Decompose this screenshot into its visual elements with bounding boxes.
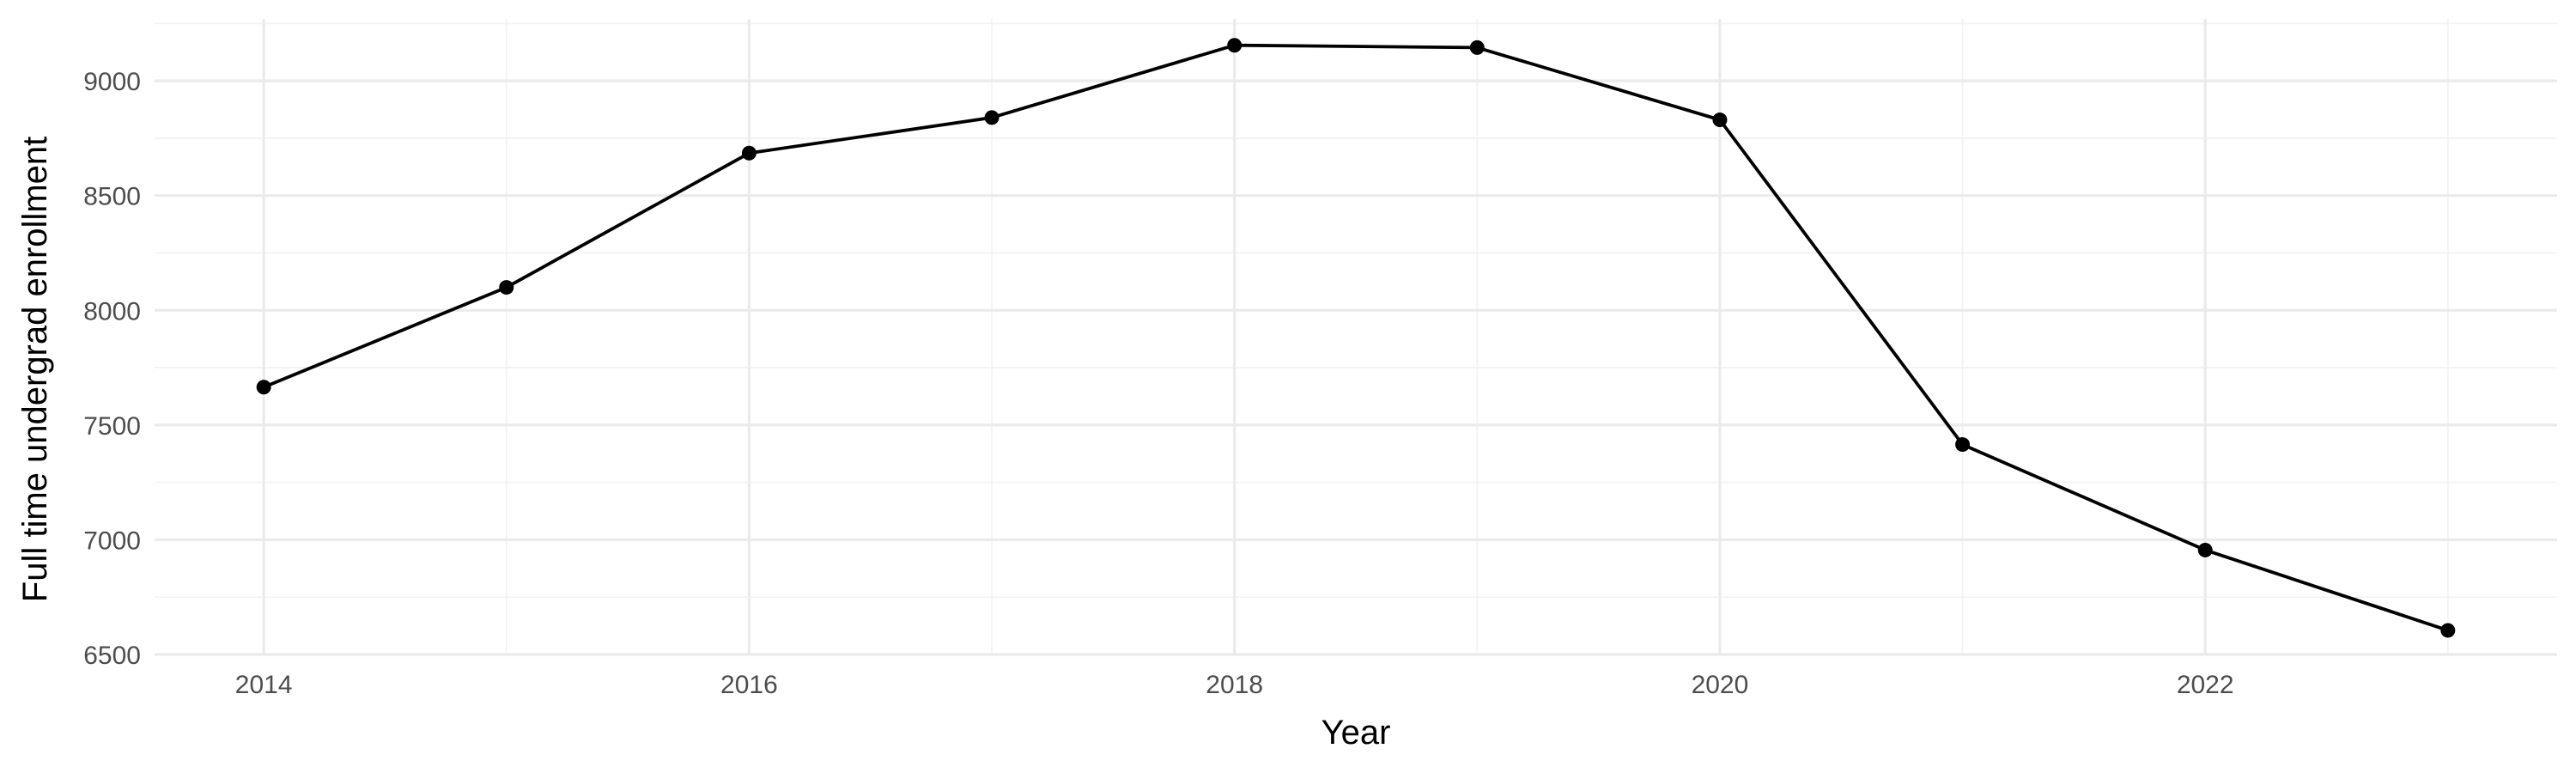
data-point-2022 xyxy=(2197,542,2213,557)
data-point-2019 xyxy=(1469,40,1485,55)
series-layer xyxy=(256,38,2456,638)
y-tick-label: 8500 xyxy=(83,183,141,211)
y-axis-title: Full time undergrad enrollment xyxy=(16,137,54,602)
data-point-2016 xyxy=(741,145,756,161)
data-point-2021 xyxy=(1955,437,1971,453)
data-point-2023 xyxy=(2440,623,2456,638)
x-axis-tick-labels: 2014 2016 2018 2020 2022 xyxy=(235,671,2234,699)
y-tick-label: 6500 xyxy=(83,642,141,670)
data-point-2017 xyxy=(984,110,999,125)
x-tick-label: 2022 xyxy=(2177,671,2234,699)
x-tick-label: 2016 xyxy=(720,671,778,699)
y-tick-label: 9000 xyxy=(83,68,141,96)
x-axis-title: Year xyxy=(1321,714,1391,752)
x-tick-label: 2018 xyxy=(1206,671,1263,699)
data-point-2018 xyxy=(1227,38,1242,53)
y-tick-label: 7000 xyxy=(83,526,141,555)
grid xyxy=(155,19,2557,656)
series-line xyxy=(262,43,2450,632)
x-tick-label: 2014 xyxy=(235,671,293,699)
y-axis-tick-labels: 6500 7000 7500 8000 8500 9000 xyxy=(83,68,141,670)
y-tick-label: 7500 xyxy=(83,412,141,441)
x-tick-label: 2020 xyxy=(1692,671,1749,699)
data-point-2015 xyxy=(499,280,514,295)
y-tick-label: 8000 xyxy=(83,297,141,326)
data-point-2014 xyxy=(256,380,271,395)
data-point-2020 xyxy=(1712,113,1728,128)
